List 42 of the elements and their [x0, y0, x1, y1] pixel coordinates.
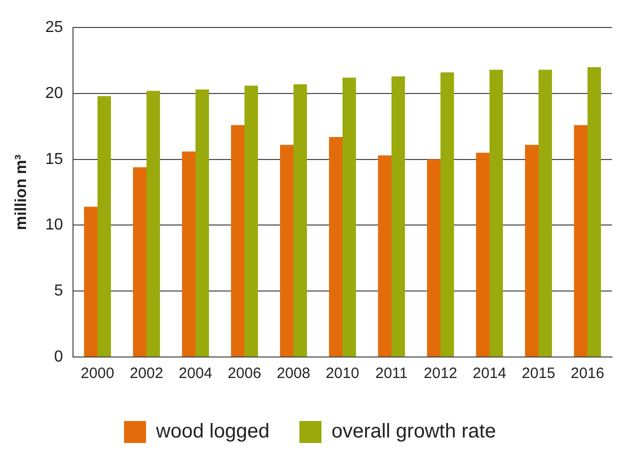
x-tick-label: 2010: [326, 365, 360, 382]
bar: [574, 125, 588, 356]
bar: [196, 90, 209, 356]
y-tick-label: 0: [54, 348, 64, 366]
legend-label: wood logged: [155, 420, 270, 443]
x-tick-label: 2015: [522, 365, 556, 382]
bar: [146, 90, 160, 356]
y-tick-label: 20: [45, 84, 64, 102]
bar: [525, 144, 538, 356]
bar: [133, 167, 146, 356]
bar: [378, 155, 392, 356]
bar: [182, 151, 196, 356]
y-tick-label: 10: [45, 216, 64, 234]
bar: [538, 70, 552, 356]
bar: [280, 144, 294, 356]
x-tick-label: 2004: [178, 365, 212, 382]
y-tick-label: 15: [45, 150, 64, 168]
bar: [427, 159, 440, 356]
bar: [440, 72, 454, 356]
y-axis-title: million m³: [13, 154, 30, 230]
y-tick-label: 5: [54, 282, 64, 300]
y-tick-label: 25: [45, 19, 64, 36]
x-tick-label: 2006: [228, 365, 262, 382]
x-tick-label: 2000: [80, 365, 114, 382]
bar: [244, 86, 258, 356]
x-tick-label: 2008: [276, 365, 310, 382]
bar: [329, 136, 342, 356]
bar: [342, 78, 356, 356]
bar: [490, 70, 503, 356]
bar: [84, 206, 98, 356]
bar: [231, 125, 244, 356]
legend-label: overall growth rate: [331, 420, 496, 443]
x-tick-label: 2002: [130, 365, 164, 382]
bar: [588, 67, 601, 356]
bar: [476, 152, 490, 356]
bar: [97, 96, 111, 356]
x-tick-label: 2012: [424, 365, 458, 382]
x-tick-label: 2016: [570, 365, 604, 382]
x-tick-label: 2011: [375, 365, 408, 382]
bar: [392, 76, 405, 356]
bar: [294, 84, 307, 356]
x-tick-label: 2014: [472, 365, 506, 382]
